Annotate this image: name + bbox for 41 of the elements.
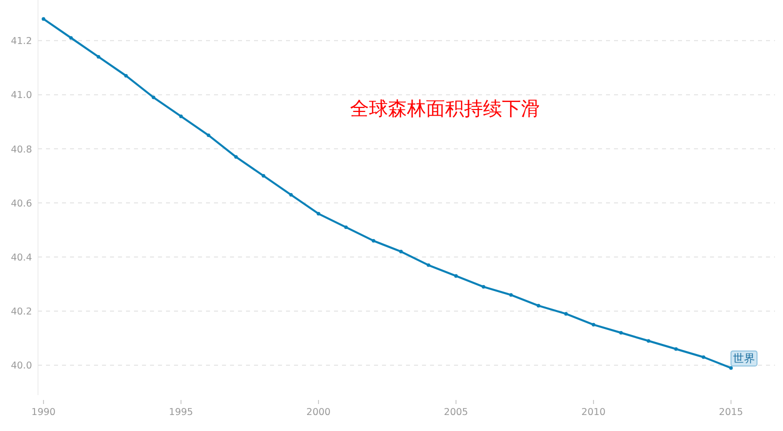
x-tick-label: 2005 (444, 407, 468, 418)
x-tick-label: 2015 (718, 407, 744, 418)
text: 全球森林面积持续下滑 (350, 98, 540, 120)
x-tick-label: 1990 (31, 407, 56, 418)
point (592, 322, 596, 326)
x-tick-label: 2010 (581, 407, 606, 418)
point (729, 366, 733, 370)
point (674, 347, 678, 351)
y-tick-label: 41.0 (10, 90, 32, 102)
point (482, 284, 486, 289)
point (96, 55, 100, 59)
point (152, 96, 156, 100)
point (289, 192, 293, 197)
point (536, 304, 540, 308)
point (262, 174, 266, 178)
y-tick-label: 40.6 (10, 198, 32, 210)
point (42, 17, 46, 21)
point (399, 250, 403, 254)
point (206, 133, 210, 138)
point (234, 155, 238, 159)
x-tick-label: 1995 (168, 407, 194, 418)
point (372, 238, 376, 243)
point (509, 293, 513, 297)
point (646, 339, 650, 343)
point (344, 225, 348, 230)
point (179, 114, 183, 118)
y-tick-label: 40.2 (10, 306, 32, 318)
y-tick-label: 40.4 (10, 252, 32, 264)
point (69, 36, 73, 40)
point (426, 263, 430, 267)
y-tick-label: 40.0 (10, 360, 32, 372)
series-label: 世界 (733, 352, 755, 365)
point (702, 355, 706, 359)
point (619, 330, 623, 335)
point (454, 274, 458, 278)
y-tick-label: 40.8 (10, 144, 32, 156)
point (564, 312, 568, 316)
y-tick-label: 41.2 (10, 36, 32, 48)
point (316, 212, 320, 216)
point (124, 74, 128, 78)
x-tick-label: 2000 (306, 407, 331, 418)
